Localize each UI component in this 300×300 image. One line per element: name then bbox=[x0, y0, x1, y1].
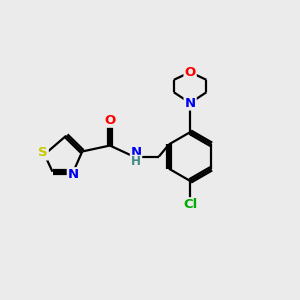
Text: N: N bbox=[68, 168, 79, 181]
Text: H: H bbox=[131, 155, 141, 168]
Text: O: O bbox=[184, 66, 196, 79]
Text: N: N bbox=[184, 97, 196, 110]
Text: S: S bbox=[38, 146, 48, 160]
Text: O: O bbox=[104, 114, 116, 127]
Text: Cl: Cl bbox=[183, 198, 197, 211]
Text: N: N bbox=[130, 146, 142, 160]
